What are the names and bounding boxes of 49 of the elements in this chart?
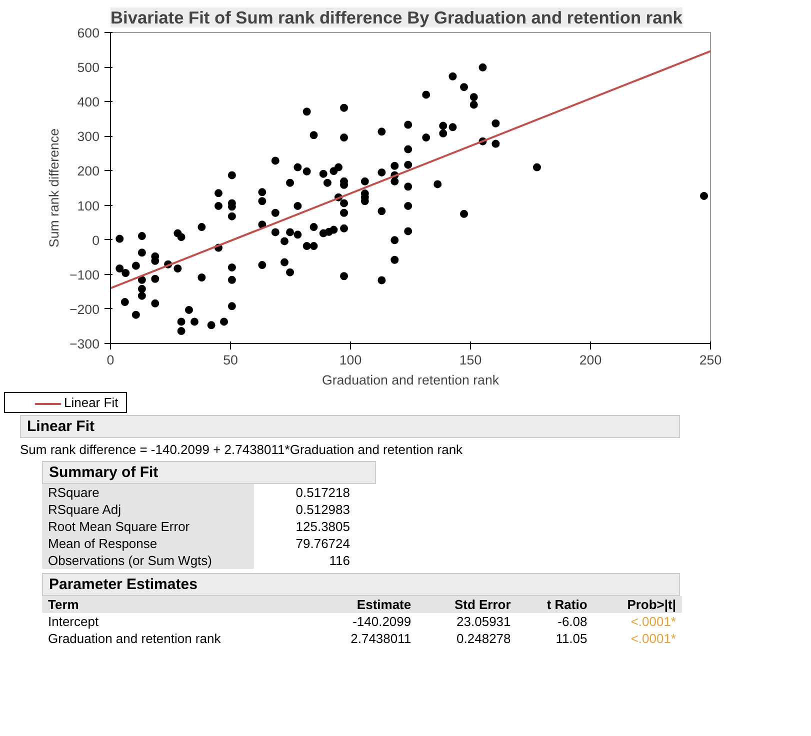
text: 0.512983 [294, 501, 351, 518]
text: t Ratio [516, 596, 594, 613]
text: -6.08 [556, 613, 588, 630]
x-axis-title: Graduation and retention rank [322, 372, 500, 388]
y-tick-label: 500 [77, 60, 100, 76]
x-tick-label: 200 [579, 352, 602, 368]
x-tick-label: 100 [339, 352, 362, 368]
text: Intercept [47, 613, 100, 630]
y-tick-label: 400 [77, 94, 100, 110]
y-tick-label: −100 [69, 267, 100, 282]
chart-title: Bivariate Fit of Sum rank difference By Graduation and retention rank [110, 8, 683, 28]
x-tick-label: 50 [223, 352, 238, 368]
text: Mean of Response [42, 535, 254, 552]
text: Graduation and retention rank [47, 630, 222, 647]
text: 125.3805 [294, 518, 351, 535]
text: 0.517218 [294, 484, 351, 501]
x-tick-label: 150 [459, 352, 482, 368]
text: Linear Fit [20, 415, 680, 438]
text: RSquare Adj [42, 501, 254, 518]
text: RSquare [42, 484, 254, 501]
text: Prob>|t| [593, 596, 682, 613]
text: Sum rank difference = -140.2099 + 2.7438011*Graduation and retention rank [20, 442, 464, 457]
text: Observations (or Sum Wgts) [42, 552, 254, 569]
y-tick-label: 0 [92, 232, 100, 248]
text: 79.76724 [294, 535, 351, 552]
y-tick-label: −200 [69, 302, 100, 317]
text: 0.248278 [456, 630, 512, 647]
text: <.0001* [630, 613, 677, 630]
text: 116 [328, 552, 351, 569]
text: Root Mean Square Error [42, 518, 254, 535]
text: <.0001* [630, 630, 677, 647]
text: Parameter Estimates [42, 573, 680, 596]
text: -140.2099 [352, 613, 412, 630]
text: Estimate [311, 596, 418, 613]
x-tick-label: 250 [699, 352, 722, 368]
y-tick-label: 200 [77, 164, 100, 179]
text: Term [42, 596, 312, 613]
x-tick-label: 0 [106, 352, 114, 368]
y-tick-label: 300 [77, 129, 100, 144]
text: Summary of Fit [42, 461, 376, 484]
y-axis-title: Sum rank difference [46, 128, 62, 248]
text: 2.7438011 [350, 630, 412, 647]
y-tick-label: 100 [77, 198, 100, 214]
text: Std Error [417, 596, 517, 613]
text: 11.05 [554, 630, 588, 647]
text: 23.05931 [456, 613, 512, 630]
legend-label: Linear Fit [4, 392, 128, 413]
y-tick-label: −300 [69, 336, 100, 352]
y-tick-label: 600 [77, 26, 100, 40]
